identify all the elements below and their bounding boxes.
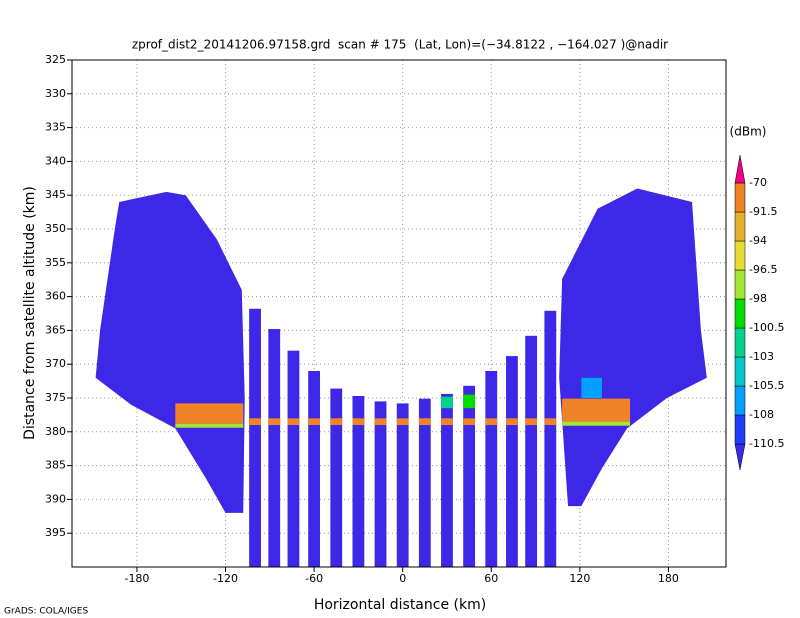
y-tick-label: 360 bbox=[45, 290, 66, 303]
y-tick-label: 335 bbox=[45, 121, 66, 134]
bright-band bbox=[308, 418, 321, 426]
bright-band bbox=[441, 418, 453, 426]
x-axis-label: Horizontal distance (km) bbox=[314, 597, 486, 613]
colorbar-label: -98 bbox=[749, 292, 767, 305]
beam bbox=[268, 329, 281, 567]
colorbar-label: -103 bbox=[749, 350, 774, 363]
x-tick-label: -120 bbox=[213, 572, 238, 585]
x-tick-label: 60 bbox=[484, 572, 498, 585]
bright-band bbox=[330, 418, 343, 426]
echo-region bbox=[562, 421, 631, 426]
bright-band bbox=[249, 418, 261, 426]
beam bbox=[463, 385, 476, 567]
bright-band bbox=[463, 418, 476, 426]
beam bbox=[544, 310, 557, 567]
colorbar-swatch bbox=[734, 443, 746, 471]
colorbar-label: -70 bbox=[749, 176, 767, 189]
y-axis-label: Distance from satellite altitude (km) bbox=[22, 186, 38, 440]
bright-band bbox=[418, 418, 431, 426]
colorbar-swatch bbox=[734, 182, 746, 213]
x-tick-label: 180 bbox=[658, 572, 679, 585]
beam bbox=[374, 401, 387, 567]
echo-region bbox=[175, 423, 244, 428]
colorbar-swatch bbox=[734, 298, 746, 329]
bright-band bbox=[396, 418, 409, 426]
bright-band bbox=[374, 418, 387, 426]
bright-band bbox=[525, 418, 538, 426]
beam bbox=[485, 370, 498, 567]
colorbar-swatch bbox=[734, 385, 746, 416]
beam bbox=[506, 356, 518, 567]
y-tick-label: 395 bbox=[45, 526, 66, 539]
y-tick-label: 330 bbox=[45, 87, 66, 100]
colorbar-label: -100.5 bbox=[749, 321, 784, 334]
echo-region bbox=[581, 377, 602, 398]
colorbar-label: -105.5 bbox=[749, 379, 784, 392]
echo-region bbox=[441, 396, 453, 409]
beam bbox=[287, 350, 300, 567]
footer: GrADS: COLA/IGES bbox=[4, 607, 88, 617]
y-tick-label: 375 bbox=[45, 391, 66, 404]
colorbar-swatch bbox=[734, 327, 746, 358]
colorbar-label: -108 bbox=[749, 408, 774, 421]
wing-field bbox=[95, 191, 245, 513]
y-tick-label: 385 bbox=[45, 459, 66, 472]
colorbar-swatch bbox=[734, 211, 746, 242]
wing-field bbox=[559, 188, 707, 507]
beam bbox=[308, 370, 321, 567]
y-tick-label: 345 bbox=[45, 188, 66, 201]
y-tick-label: 350 bbox=[45, 222, 66, 235]
colorbar-swatch bbox=[734, 154, 746, 184]
y-tick-label: 365 bbox=[45, 323, 66, 336]
beam bbox=[249, 308, 261, 567]
bright-band bbox=[268, 418, 281, 426]
x-tick-label: -60 bbox=[305, 572, 323, 585]
echo-region bbox=[463, 394, 476, 409]
beam bbox=[525, 335, 538, 567]
colorbar-swatch bbox=[734, 240, 746, 271]
x-tick-label: 120 bbox=[569, 572, 590, 585]
y-tick-label: 325 bbox=[45, 53, 66, 66]
beam bbox=[441, 393, 453, 567]
colorbar-swatch bbox=[734, 356, 746, 387]
chart-title: zprof_dist2_20141206.97158.grd scan # 17… bbox=[132, 38, 668, 52]
y-tick-label: 355 bbox=[45, 256, 66, 269]
bright-band bbox=[506, 418, 518, 426]
beam bbox=[352, 395, 365, 567]
x-tick-label: 0 bbox=[399, 572, 406, 585]
colorbar-swatch bbox=[734, 414, 746, 445]
bright-band bbox=[352, 418, 365, 426]
y-tick-label: 370 bbox=[45, 357, 66, 370]
colorbar-label: -96.5 bbox=[749, 263, 777, 276]
y-tick-label: 390 bbox=[45, 492, 66, 505]
echo-region bbox=[562, 398, 631, 422]
bright-band bbox=[287, 418, 300, 426]
beam bbox=[396, 403, 409, 567]
plot-frame bbox=[71, 59, 727, 568]
y-tick-label: 380 bbox=[45, 425, 66, 438]
bright-band bbox=[485, 418, 498, 426]
beam bbox=[418, 398, 431, 567]
colorbar-label: -91.5 bbox=[749, 205, 777, 218]
colorbar-swatch bbox=[734, 269, 746, 300]
colorbar-label: -110.5 bbox=[749, 437, 784, 450]
beam bbox=[330, 388, 343, 567]
colorbar-label: -94 bbox=[749, 234, 767, 247]
echo-region bbox=[175, 403, 244, 424]
x-tick-label: -180 bbox=[124, 572, 149, 585]
colorbar-unit: (dBm) bbox=[730, 125, 767, 139]
y-tick-label: 340 bbox=[45, 154, 66, 167]
bright-band bbox=[544, 418, 557, 426]
